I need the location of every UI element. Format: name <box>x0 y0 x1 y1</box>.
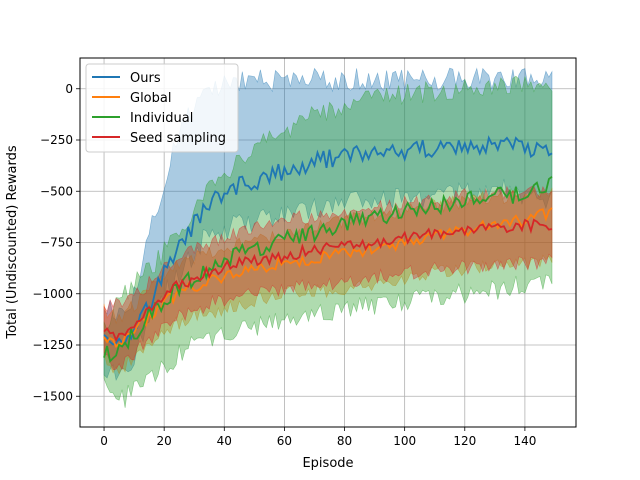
x-tick-label: 60 <box>277 434 292 448</box>
y-tick-label: 0 <box>65 82 73 96</box>
y-tick-label: −1500 <box>32 389 73 403</box>
y-tick-label: −1000 <box>32 287 73 301</box>
x-tick-label: 0 <box>100 434 108 448</box>
legend-box <box>85 63 239 153</box>
y-axis-label: Total (Undiscounted) Rewards <box>5 145 20 340</box>
x-tick-label: 120 <box>453 434 476 448</box>
x-tick-label: 40 <box>217 434 232 448</box>
band-seed-sampling <box>103 185 553 371</box>
legend-label: Global <box>130 91 171 106</box>
line-seed-sampling <box>103 218 553 343</box>
x-axis-ticks: 0 20 40 60 80 100 120 140 <box>100 427 536 448</box>
legend-label: Ours <box>130 71 161 86</box>
y-tick-label: −750 <box>40 236 73 250</box>
line-individual <box>103 175 553 364</box>
x-axis-label: Episode <box>302 456 353 471</box>
y-tick-label: −250 <box>40 133 73 147</box>
x-tick-label: 140 <box>513 434 536 448</box>
x-tick-label: 80 <box>337 434 352 448</box>
legend-label: Individual <box>130 111 193 126</box>
y-tick-label: −500 <box>40 184 73 198</box>
x-tick-label: 100 <box>393 434 416 448</box>
legend-label: Seed sampling <box>130 131 226 146</box>
x-tick-label: 20 <box>157 434 172 448</box>
series-lines <box>103 135 553 364</box>
band-individual <box>103 75 553 408</box>
legend: Ours Global Individual Seed sampling <box>85 63 239 153</box>
y-tick-label: −1250 <box>32 338 73 352</box>
line-ours <box>103 135 553 346</box>
y-axis-ticks: 0 −250 −500 −750 −1000 −1250 −1500 <box>32 82 80 403</box>
